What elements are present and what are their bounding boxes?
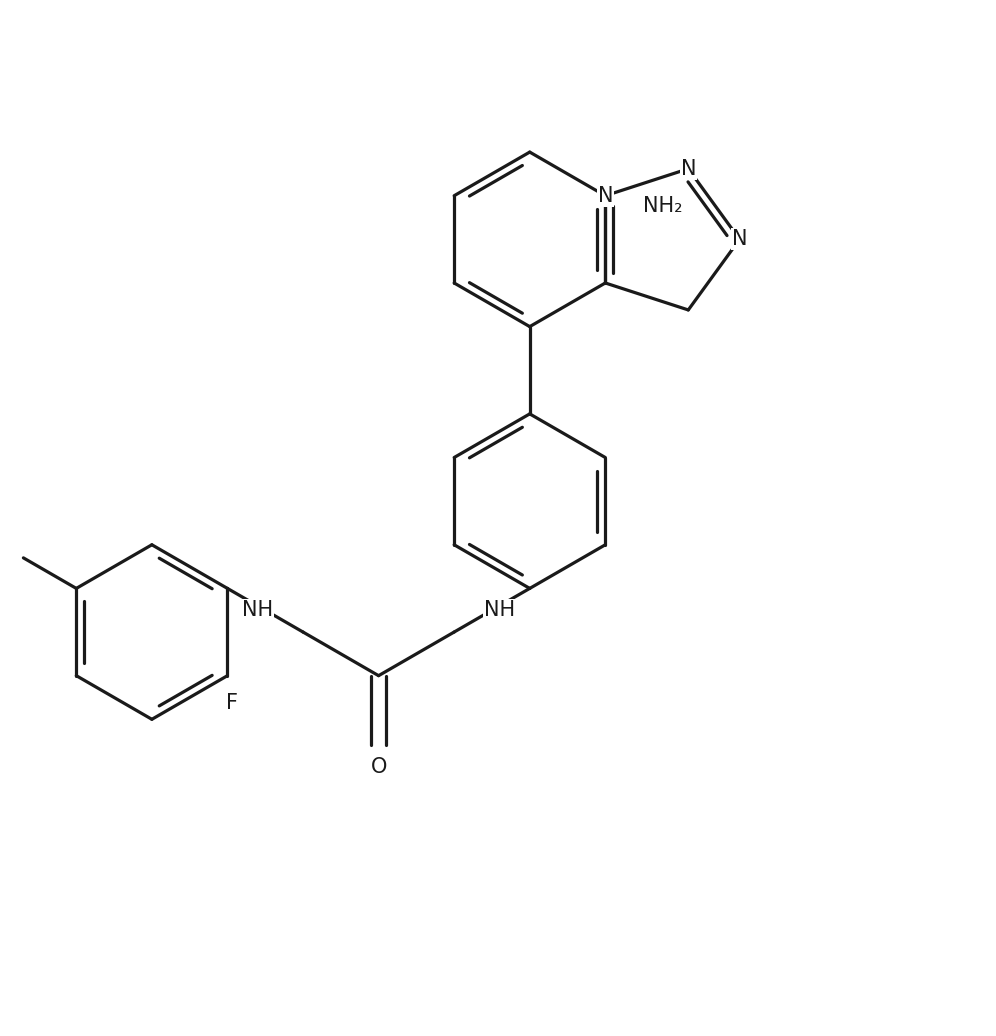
Text: NH: NH (484, 600, 515, 621)
Text: NH₂: NH₂ (643, 196, 682, 215)
Text: N: N (680, 159, 696, 179)
Text: NH: NH (242, 600, 273, 621)
Text: N: N (732, 229, 747, 250)
Text: O: O (371, 757, 386, 777)
Text: N: N (598, 185, 614, 206)
Text: F: F (226, 693, 238, 714)
